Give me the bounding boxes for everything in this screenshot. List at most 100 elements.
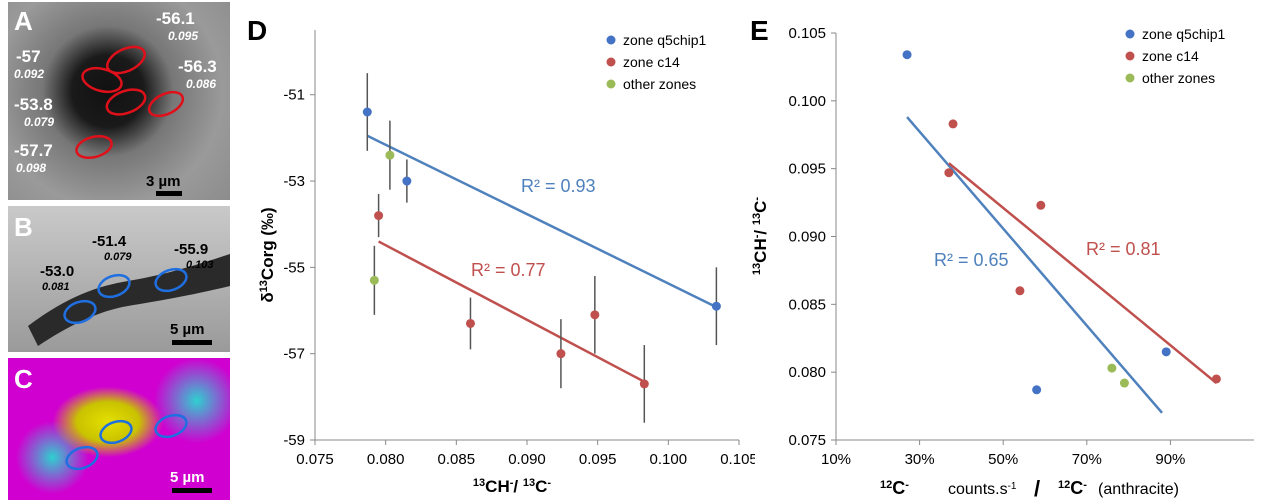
spot-ratio: 0.095 [168, 29, 198, 43]
legend-marker [606, 35, 616, 45]
x-tick-label: 90% [1155, 451, 1185, 468]
y-tick-label: 0.105 [788, 25, 826, 42]
y-tick-label: 0.090 [788, 229, 826, 246]
spot-ellipse [105, 88, 147, 116]
y-tick-label: -53 [283, 173, 305, 190]
spot-ellipse [97, 273, 131, 299]
data-point [1107, 363, 1117, 373]
data-point [590, 310, 600, 320]
data-point [1036, 200, 1046, 210]
x-tick-label: 0.075 [296, 451, 334, 468]
spot-ellipse [63, 299, 97, 325]
chart-e: E 10% 30% 50% 70% 90% 0.075 0.080 0.085 0.090 0.0… [750, 15, 1254, 501]
spot-ratio: 0.079 [104, 251, 132, 263]
panel-letter-a: A [14, 6, 33, 36]
legend-marker [1125, 29, 1135, 39]
data-point [556, 349, 566, 359]
panel-letter-e: E [750, 15, 769, 46]
micrograph-b: B -51.4 0.079 -55.9 0.103 -53.0 0.081 5 … [8, 206, 230, 352]
data-point [1015, 286, 1025, 296]
panel-letter-d: D [247, 15, 267, 46]
x-tick-label: 0.105 [720, 451, 755, 468]
legend-label: other zones [623, 76, 696, 92]
data-point [374, 211, 384, 221]
spot-ellipse [154, 413, 188, 439]
legend-marker [1125, 73, 1135, 83]
r-squared-label: R² = 0.93 [521, 176, 596, 196]
x-tick-label: 30% [905, 451, 935, 468]
micrograph-c: C 5 µm [8, 358, 230, 500]
panel-letter-c: C [14, 364, 33, 394]
data-point [944, 168, 954, 178]
y-tick-label: 0.095 [788, 161, 826, 178]
data-point [639, 379, 649, 389]
data-point [385, 150, 395, 160]
spot-value: -53.0 [40, 263, 74, 280]
r-squared-label: R² = 0.77 [471, 260, 546, 280]
x-tick-label: 70% [1072, 451, 1102, 468]
scale-bar [172, 488, 212, 493]
trendline [378, 240, 645, 383]
spot-ellipse [147, 90, 185, 118]
micrograph-a: A -56.1 0.095 -57 0.092 -56.3 0.086 -53.… [8, 2, 230, 200]
y-tick-label: 0.085 [788, 296, 826, 313]
data-point [1032, 385, 1042, 395]
spot-ellipse [81, 66, 123, 94]
r-squared-label: R² = 0.65 [934, 250, 1009, 270]
x-tick-label: 0.100 [650, 451, 688, 468]
spot-ratio: 0.092 [14, 67, 44, 81]
spot-ellipse [65, 445, 99, 471]
legend-marker [1125, 51, 1135, 61]
y-tick-label: 0.100 [788, 93, 826, 110]
x-axis-label: 13CH-/ 13C- [473, 477, 551, 496]
x-tick-label: 0.095 [579, 451, 617, 468]
x-tick-label: 0.085 [438, 451, 476, 468]
spot-ellipse [75, 135, 113, 159]
dark-vein [28, 254, 230, 346]
micrograph-c-overlay: C 5 µm [14, 364, 212, 493]
scale-bar [172, 340, 212, 345]
data-point [1161, 347, 1171, 357]
x-axis-label-units: counts.s-1 [948, 481, 1017, 499]
y-tick-label: -55 [283, 259, 305, 276]
spot-ellipse [99, 419, 133, 445]
spot-ratio: 0.081 [42, 281, 70, 293]
spot-ratio: 0.098 [16, 161, 46, 175]
spot-value: -56.3 [178, 57, 217, 76]
spot-value: -56.1 [156, 9, 195, 28]
scale-bar-label: 3 µm [146, 173, 181, 190]
data-point [948, 119, 958, 129]
legend-label: zone q5chip1 [623, 32, 707, 48]
micrograph-b-overlay: B -51.4 0.079 -55.9 0.103 -53.0 0.081 5 … [14, 212, 230, 346]
y-tick-label: -51 [283, 87, 305, 104]
spot-ratio: 0.079 [24, 115, 54, 129]
data-point [1211, 374, 1221, 384]
micrograph-a-overlay: A -56.1 0.095 -57 0.092 -56.3 0.086 -53.… [14, 6, 217, 196]
trendline [366, 134, 717, 309]
data-point [362, 107, 372, 117]
y-axis-label: 13CH-/ 13C- [751, 197, 770, 275]
spot-value: -55.9 [174, 241, 208, 258]
spot-ratio: 0.086 [186, 77, 216, 91]
data-point [711, 301, 721, 311]
trendline [906, 116, 1163, 414]
scale-bar [156, 191, 182, 196]
y-axis-label: δ13Corg (‰) [258, 207, 277, 302]
x-tick-label: 10% [821, 451, 851, 468]
r-squared-label: R² = 0.81 [1086, 239, 1161, 259]
spot-ellipse [106, 45, 146, 75]
data-point [465, 318, 475, 328]
legend-label: other zones [1142, 70, 1215, 86]
chart-d: D 0.075 0.080 0.085 0.090 0.095 0.100 0.105 -51… [247, 15, 755, 496]
x-axis-label-slash: / [1034, 476, 1040, 501]
spot-value: -51.4 [92, 233, 127, 250]
legend-marker [606, 57, 616, 67]
x-tick-label: 0.080 [367, 451, 405, 468]
data-point [902, 50, 912, 60]
data-point [369, 275, 379, 285]
legend-label: zone c14 [1142, 48, 1199, 64]
x-tick-label: 50% [988, 451, 1018, 468]
x-axis-label-left: 12C- [880, 478, 909, 498]
y-tick-label: -57 [283, 346, 305, 363]
panel-letter-b: B [14, 212, 33, 242]
